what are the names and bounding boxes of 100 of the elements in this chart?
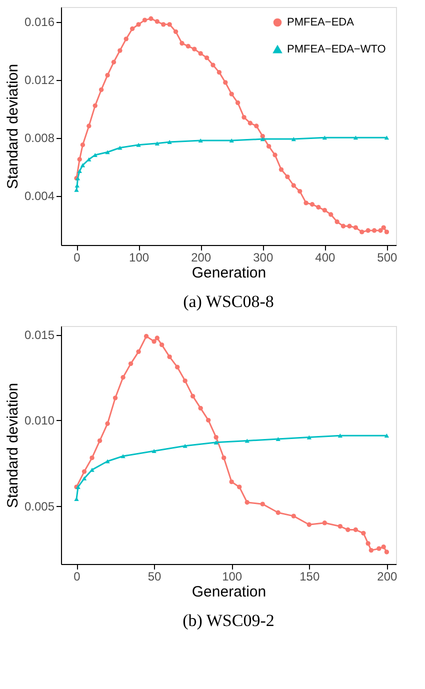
point <box>159 342 164 348</box>
x-tick-label: 0 <box>74 570 81 584</box>
point <box>298 188 302 194</box>
point <box>154 336 160 340</box>
point <box>272 152 278 158</box>
point <box>242 114 246 120</box>
point <box>144 334 149 339</box>
point <box>222 456 226 460</box>
x-tick-label: 200 <box>191 250 212 264</box>
point <box>368 548 374 553</box>
point <box>384 230 390 234</box>
x-axis-title: Generation <box>192 584 266 600</box>
point <box>180 40 184 46</box>
point <box>111 60 116 64</box>
point <box>216 70 222 75</box>
point <box>214 440 218 444</box>
y-tick-label: 0.005 <box>24 499 55 514</box>
point <box>204 55 210 60</box>
point <box>244 438 250 443</box>
y-tick-label: 0.015 <box>24 328 55 342</box>
point <box>340 224 346 228</box>
x-tick-label: 200 <box>377 570 398 584</box>
x-tick-label: 500 <box>377 250 398 264</box>
point <box>244 500 250 505</box>
point <box>322 208 327 213</box>
x-tick-label: 400 <box>315 250 336 264</box>
text: (b) WSC09-2 <box>182 611 274 630</box>
point <box>322 136 327 140</box>
point <box>334 219 340 224</box>
point <box>77 168 82 174</box>
point <box>229 92 234 96</box>
point <box>276 436 280 442</box>
y-tick-label: 0.012 <box>24 73 55 88</box>
point <box>105 150 110 154</box>
point <box>86 157 92 162</box>
point <box>353 527 358 532</box>
point <box>372 228 377 233</box>
point <box>92 103 98 108</box>
point <box>98 87 104 92</box>
point <box>266 144 272 149</box>
text: (a) WSC08-8 <box>183 292 274 311</box>
point <box>82 469 87 474</box>
point <box>198 51 203 56</box>
point <box>182 378 188 384</box>
point <box>384 550 390 554</box>
point <box>86 124 92 128</box>
point <box>82 476 87 480</box>
point <box>366 541 370 546</box>
point <box>260 134 265 138</box>
point <box>381 544 386 550</box>
point <box>167 354 172 360</box>
y-axis-title: Standard deviation <box>4 64 22 190</box>
y-axis-title: Standard deviation <box>4 382 22 508</box>
x-tick-label: 0 <box>74 250 81 264</box>
point <box>237 484 242 490</box>
point <box>210 62 216 68</box>
point <box>198 406 203 411</box>
point <box>260 502 265 506</box>
x-tick-label: 150 <box>300 570 320 584</box>
point <box>148 16 154 21</box>
legend-label: PMFEA−EDA <box>287 16 355 28</box>
point <box>328 212 334 217</box>
point <box>77 157 82 162</box>
point <box>229 479 234 484</box>
point <box>235 100 240 106</box>
y-tick-label: 0.004 <box>24 189 55 204</box>
point <box>278 167 284 172</box>
y-tick-label: 0.016 <box>24 15 55 30</box>
point <box>338 434 343 438</box>
point <box>136 22 141 27</box>
point <box>378 228 383 233</box>
point <box>316 204 321 210</box>
legend-label: PMFEA−EDA−WTO <box>287 44 386 56</box>
point <box>353 136 358 140</box>
point <box>182 444 188 448</box>
point <box>254 124 259 128</box>
point <box>376 546 382 551</box>
point <box>124 36 128 42</box>
point <box>174 364 180 370</box>
point <box>306 522 312 527</box>
point <box>304 200 308 206</box>
point <box>152 339 156 344</box>
point <box>229 138 234 143</box>
point <box>276 510 280 515</box>
y-tick-label: 0.010 <box>24 414 55 428</box>
point <box>186 44 191 49</box>
point <box>291 183 296 188</box>
point <box>347 224 352 228</box>
point <box>136 142 141 147</box>
point <box>118 146 122 150</box>
point <box>381 225 386 230</box>
point <box>120 375 126 380</box>
point <box>306 435 312 440</box>
point <box>384 136 390 140</box>
point <box>353 225 358 230</box>
point <box>105 459 110 464</box>
point <box>310 202 315 207</box>
point <box>291 137 296 142</box>
y-tick-label: 0.008 <box>24 131 55 146</box>
point <box>190 394 196 399</box>
